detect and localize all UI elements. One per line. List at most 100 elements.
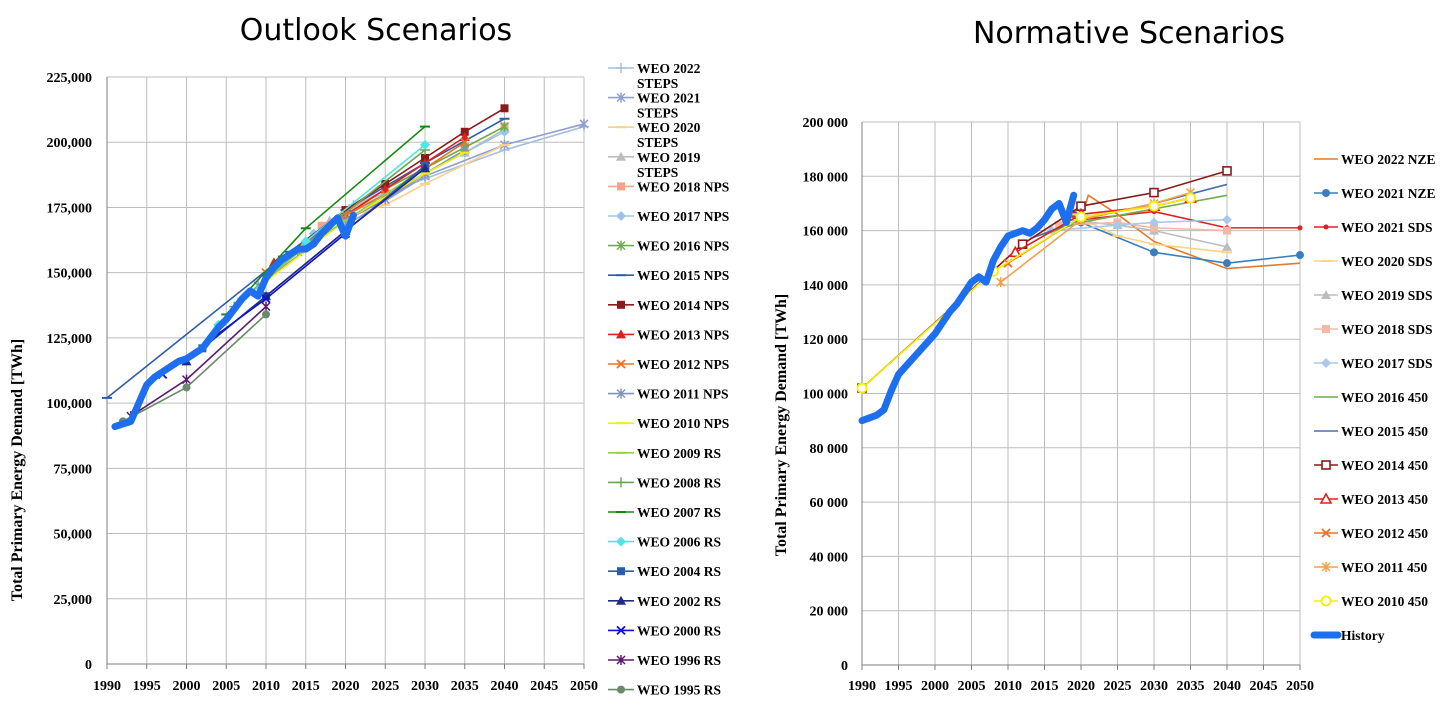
legend-weo-2015-nps-label: WEO 2015 NPS [637, 268, 729, 283]
legend-weo-2009-rs-label-line: WEO 2009 RS [637, 446, 721, 461]
tick-labels: 0 20 000 40 000 60 000 80 000 100 000 120 000 1… [803, 116, 1315, 694]
chart-title: Normative Scenarios [973, 16, 1285, 51]
legend-weo-2010-450-label: WEO 2010 450 [1341, 594, 1428, 609]
series-weo-2021-nze-marker [1296, 251, 1304, 260]
legend-weo-2017-sds-marker [1321, 358, 1331, 368]
legend-weo-2018-sds-label: WEO 2018 SDS [1341, 322, 1433, 337]
x-tick-label: 2035 [1177, 679, 1205, 694]
legend-weo-2002-rs-marker [616, 595, 626, 605]
series-weo-2019-sds-marker [1222, 241, 1232, 251]
series-lines [856, 166, 1304, 425]
legend: WEO 2022 NZE WEO 2021 NZE WEO 2021 SDS WEO … [1310, 152, 1436, 643]
x-tick-label: 2035 [451, 679, 479, 694]
legend-weo-2010-nps-label-line: WEO 2010 NPS [637, 416, 729, 431]
series-weo-2011-450-line [1000, 191, 1191, 283]
legend-weo-2013-nps-label: WEO 2013 NPS [637, 327, 729, 342]
legend-weo-2009-rs-label: WEO 2009 RS [637, 446, 721, 461]
y-tick-label: 75,000 [54, 462, 93, 477]
x-tick-label: 2020 [1067, 679, 1095, 694]
series-weo-2014-450-marker [1149, 187, 1159, 198]
legend-weo-2008-rs-label: WEO 2008 RS [637, 475, 721, 490]
legend-weo-2016-nps-label: WEO 2016 NPS [637, 239, 729, 254]
series-weo-2018-sds-marker [1150, 223, 1158, 232]
series-weo-2018-sds-marker [1055, 221, 1064, 230]
series-weo-1996-rs-line [130, 305, 267, 417]
series-weo-2014-nps-marker [500, 104, 509, 113]
legend-weo-2014-nps-label: WEO 2014 NPS [637, 298, 729, 313]
y-tick-label: 0 [841, 659, 848, 674]
series-weo-2010-nps-line [249, 151, 466, 295]
x-tick-label: 2050 [570, 679, 598, 694]
legend-weo-2010-nps-label: WEO 2010 NPS [637, 416, 729, 431]
y-tick-label: 140 000 [803, 279, 849, 294]
x-tick-label: 2010 [994, 679, 1022, 694]
legend-weo-2016-450-label-line: WEO 2016 450 [1341, 390, 1428, 405]
legend-weo-2007-rs-label-line: WEO 2007 RS [637, 505, 721, 520]
legend-weo-2016-nps-label-line: WEO 2016 NPS [637, 239, 729, 254]
series-weo-2010-450-marker [856, 382, 868, 394]
x-tick-label: 1990 [848, 679, 876, 694]
x-tick-label: 2000 [921, 679, 949, 694]
series-weo-2016-nps-marker [499, 121, 510, 132]
legend-weo-2020-sds-label-line: WEO 2020 SDS [1341, 254, 1433, 269]
x-tick-label: 2000 [173, 679, 201, 694]
series-weo-2021-nze-marker [1150, 248, 1158, 257]
legend-weo-2012-nps-label: WEO 2012 NPS [637, 357, 729, 372]
x-tick-label: 2045 [530, 679, 558, 694]
legend-weo-1995-rs-label: WEO 1995 RS [637, 683, 721, 698]
y-tick-label: 175,000 [47, 201, 93, 216]
x-tick-label: 2005 [958, 679, 986, 694]
y-tick-label: 200 000 [803, 116, 849, 131]
legend-weo-1996-rs-marker [616, 655, 626, 665]
legend-weo-2004-rs-label-line: WEO 2004 RS [637, 564, 721, 579]
y-tick-label: 160 000 [803, 225, 849, 240]
legend-weo-2016-450-label: WEO 2016 450 [1341, 390, 1428, 405]
grid-lines [106, 76, 585, 669]
series-weo-2002-rs-marker [420, 163, 430, 173]
y-tick-label: 120 000 [803, 333, 849, 348]
legend-weo-2020-sds-label: WEO 2020 SDS [1341, 254, 1433, 269]
series-weo-2017-sds-line [1051, 218, 1228, 232]
legend-weo-2017-sds-label-line: WEO 2017 SDS [1341, 356, 1433, 371]
series-weo-2017-sds-marker [1112, 220, 1123, 231]
y-tick-label: 40 000 [810, 550, 849, 565]
y-tick-label: 0 [85, 658, 92, 673]
series-weo-2018-sds-line [1059, 221, 1228, 232]
x-tick-label: 2040 [491, 679, 519, 694]
y-tick-label: 180 000 [803, 170, 849, 185]
x-tick-label: 2030 [1140, 679, 1168, 694]
legend-weo-2008-rs-marker [616, 477, 626, 488]
legend-weo-2017-nps-marker [616, 211, 626, 221]
legend-weo-2021-nze-label-line: WEO 2021 NZE [1341, 186, 1436, 201]
tick-labels: 0 25,000 50,000 75,000 100,000 125,000 150,000… [47, 71, 599, 694]
legend-weo-2011-nps-label: WEO 2011 NPS [637, 387, 729, 402]
history-line [111, 211, 357, 431]
legend-weo-2013-nps-label-line: WEO 2013 NPS [637, 327, 729, 342]
legend-weo-2019-sds-label-line: WEO 2019 SDS [1341, 288, 1433, 303]
legend-weo-2017-nps-label-line: WEO 2017 NPS [637, 209, 729, 224]
legend-weo-2004-rs-label: WEO 2004 RS [637, 564, 721, 579]
series-weo-2006-rs-marker [420, 139, 430, 150]
legend-weo-2021-steps-label-line: WEO 2021 [637, 91, 701, 106]
series-weo-2010-450-marker [1148, 200, 1160, 212]
y-tick-label: 225,000 [47, 71, 93, 86]
legend-weo-2018-sds-label-line: WEO 2018 SDS [1341, 322, 1433, 337]
legend-weo-2012-nps-label-line: WEO 2012 NPS [637, 357, 729, 372]
series-weo-2019-sds-line [1066, 218, 1228, 248]
series-weo-2018-nps-marker [317, 221, 326, 230]
legend-weo-1995-rs-marker [617, 685, 625, 694]
legend-weo-1995-rs-label-line: WEO 1995 RS [637, 683, 721, 698]
legend-weo-2014-nps-label-line: WEO 2014 NPS [637, 298, 729, 313]
legend-weo-2019-steps-label-line: STEPS [637, 165, 678, 180]
legend-weo-2021-sds-marker [1323, 224, 1329, 230]
y-tick-label: 100 000 [803, 388, 849, 403]
legend-weo-2014-450-label: WEO 2014 450 [1341, 458, 1428, 473]
series-weo-2002-rs-marker [261, 291, 271, 301]
series-weo-2014-nps-marker [460, 127, 469, 136]
series-weo-2014-450-marker [1222, 166, 1232, 176]
legend-weo-2019-sds-label: WEO 2019 SDS [1341, 288, 1433, 303]
legend-weo-2022-nze-label: WEO 2022 NZE [1341, 152, 1436, 167]
legend-weo-2013-nps-marker [616, 329, 626, 339]
